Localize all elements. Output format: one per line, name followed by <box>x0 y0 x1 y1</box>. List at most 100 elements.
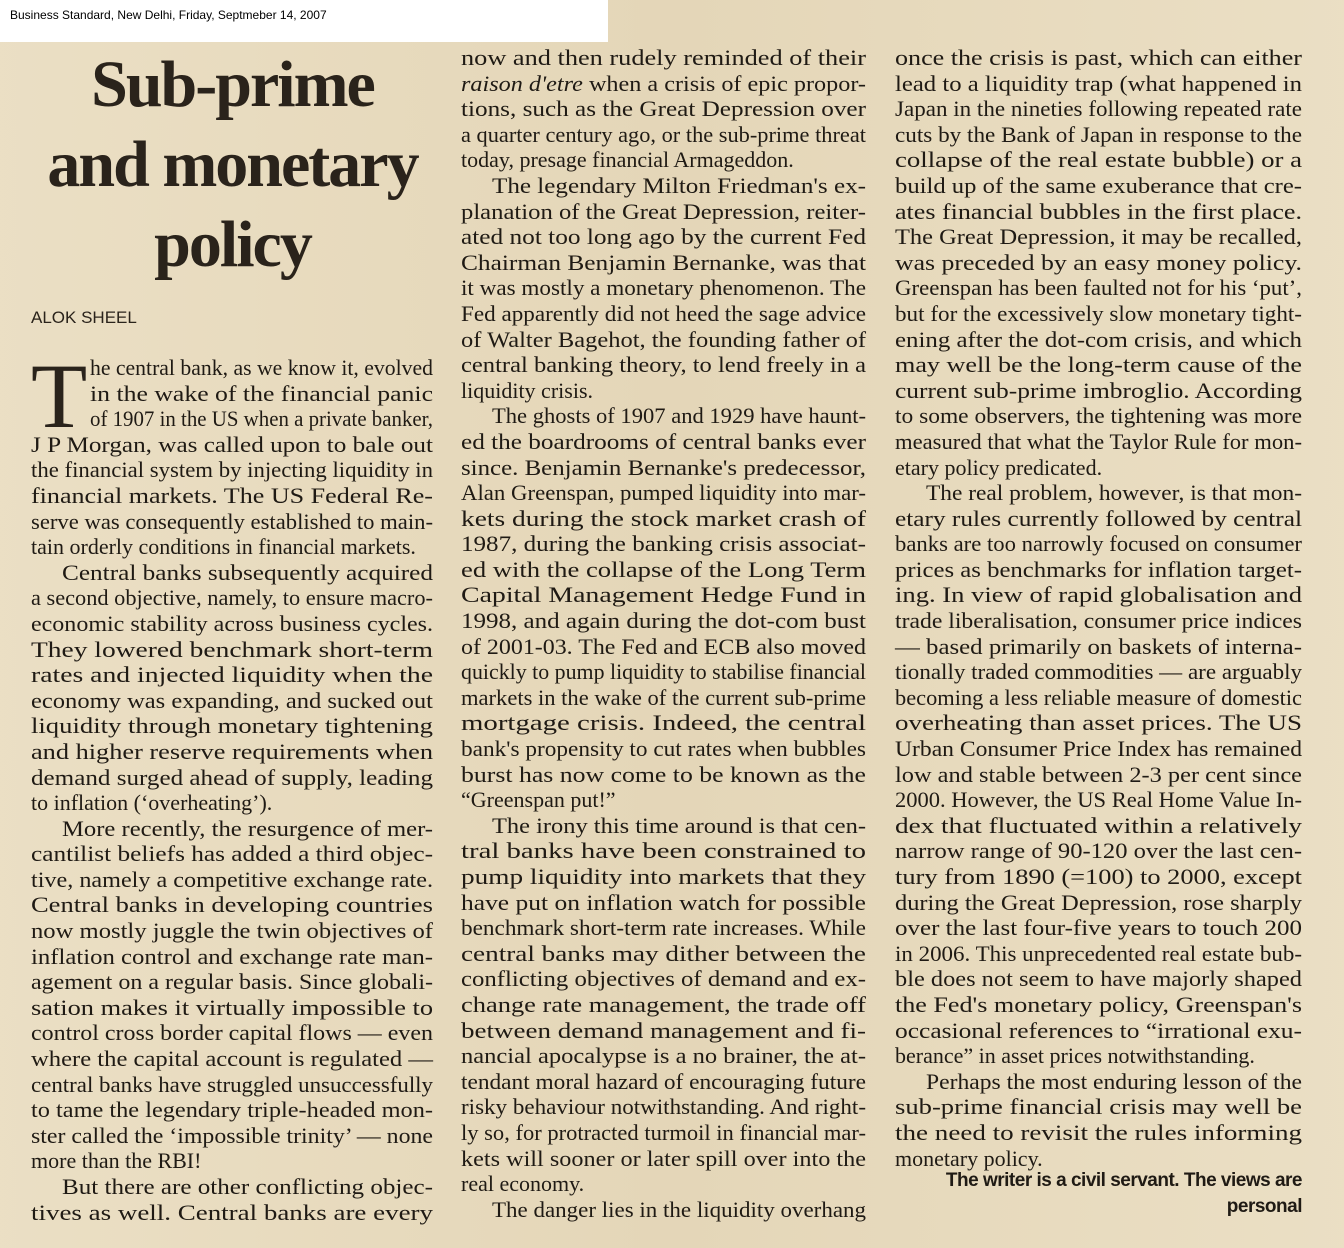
text-line: sub-prime financial crisis may well be <box>895 1094 1302 1120</box>
text-line-content: 2000. However, the US Real Home Value In… <box>895 787 1302 813</box>
author-note: The writer is a civil servant. The views… <box>895 1168 1303 1220</box>
text-line: But there are other conflicting objec- <box>31 1174 433 1200</box>
text-line-content: the financial system by injecting liquid… <box>31 457 433 483</box>
article-title: Sub-prime and monetary policy <box>20 45 445 285</box>
text-line-content: today, presage financial Armageddon. <box>461 147 794 173</box>
text-line: 1998, and again during the dot-com bust <box>461 608 866 634</box>
text-line: They lowered benchmark short-term <box>31 637 433 663</box>
text-line: to some observers, the tightening was mo… <box>895 403 1302 429</box>
text-line-content: ates financial bubbles in the first plac… <box>895 198 1302 224</box>
text-line-content: in 2006. This unprecedented real estate … <box>895 940 1302 966</box>
text-line-content: tionally traded commodities — are arguab… <box>895 659 1302 685</box>
text-line-content: now mostly juggle the twin objectives of <box>31 918 433 944</box>
text-line-content: cuts by the Bank of Japan in response to… <box>895 121 1302 147</box>
text-line-content: but for the excessively slow monetary ti… <box>895 300 1302 326</box>
text-line-content: may well be the long-term cause of the <box>895 352 1302 378</box>
text-line-content: agement on a regular basis. Since global… <box>31 969 433 995</box>
text-line-content: benchmark short-term rate increases. Whi… <box>461 915 866 941</box>
text-line: ated not too long ago by the current Fed <box>461 224 866 250</box>
text-line-content: to some observers, the tightening was mo… <box>895 403 1302 429</box>
text-line: he central bank, as we know it, evolved <box>31 355 433 381</box>
text-line: ates financial bubbles in the first plac… <box>895 199 1302 225</box>
text-line: control cross border capital flows — eve… <box>31 1020 433 1046</box>
text-line-content: markets in the wake of the current sub-p… <box>461 684 866 710</box>
text-line: conflicting objectives of demand and ex- <box>461 966 866 992</box>
text-line: measured that what the Taylor Rule for m… <box>895 429 1302 455</box>
text-line-content: liquidity crisis. <box>461 377 593 403</box>
text-line-content: Alan Greenspan, pumped liquidity into ma… <box>461 480 866 506</box>
text-line: prices as benchmarks for inflation targe… <box>895 557 1302 583</box>
paragraph: once the crisis is past, which can eithe… <box>895 45 1302 480</box>
text-line-content: current sub-prime imbroglio. According <box>895 377 1302 403</box>
text-line: banks are too narrowly focused on consum… <box>895 531 1302 557</box>
text-line-content: the need to revisit the rules informing <box>895 1119 1302 1145</box>
text-line-content: demand surged ahead of supply, leading <box>31 764 433 790</box>
text-line-content: Central banks in developing countries <box>31 892 433 918</box>
source-line: Business Standard, New Delhi, Friday, Se… <box>10 8 327 22</box>
text-line: Chairman Benjamin Bernanke, was that <box>461 250 866 276</box>
text-line-content: narrow range of 90-120 over the last cen… <box>895 838 1302 864</box>
text-line: Alan Greenspan, pumped liquidity into ma… <box>461 480 866 506</box>
text-line: planation of the Great Depression, reite… <box>461 199 866 225</box>
text-line: a quarter century ago, or the sub-prime … <box>461 122 866 148</box>
text-line: burst has now come to be known as the <box>461 762 866 788</box>
text-line-content: berance” in asset prices notwithstanding… <box>895 1043 1255 1069</box>
text-line-content: low and stable between 2-3 per cent sinc… <box>895 761 1302 787</box>
text-line-content: dex that fluctuated within a relatively <box>895 812 1302 838</box>
text-line: financial markets. The US Federal Re- <box>31 483 433 509</box>
text-line: nancial apocalypse is a no brainer, the … <box>461 1043 866 1069</box>
text-line: dex that fluctuated within a relatively <box>895 813 1302 839</box>
text-line: serve was consequently established to ma… <box>31 509 433 535</box>
text-line: kets will sooner or later spill over int… <box>461 1146 866 1172</box>
text-line: raison d'etre when a crisis of epic prop… <box>461 71 866 97</box>
text-line: of Walter Bagehot, the founding father o… <box>461 327 866 353</box>
text-line-content: lead to a liquidity trap (what happened … <box>895 70 1302 96</box>
italic-phrase: raison d'etre <box>461 70 583 96</box>
paragraph: The real problem, however, is that mon-e… <box>895 480 1302 1069</box>
text-line: now and then rudely reminded of their <box>461 45 866 71</box>
paragraph: But there are other conflicting objec-ti… <box>31 1174 433 1225</box>
author-note-line: personal <box>1226 1196 1303 1217</box>
text-line-content: measured that what the Taylor Rule for m… <box>895 428 1302 454</box>
text-line-content: economic stability across business cycle… <box>31 610 433 636</box>
author-note-line: The writer is a civil servant. The views… <box>945 1170 1303 1191</box>
text-line: The legendary Milton Friedman's ex- <box>461 173 866 199</box>
text-line: in 2006. This unprecedented real estate … <box>895 941 1302 967</box>
text-line-content: They lowered benchmark short-term <box>31 636 433 662</box>
text-line: change rate management, the trade off <box>461 992 866 1018</box>
text-line-content: was preceded by an easy money policy. <box>895 249 1302 275</box>
text-line-content: a second objective, namely, to ensure ma… <box>31 585 433 611</box>
text-line-content: risky behaviour notwithstanding. And rig… <box>461 1094 866 1120</box>
text-line: between demand management and fi- <box>461 1018 866 1044</box>
paragraph: The irony this time around is that cen-t… <box>461 813 866 1197</box>
text-line: Perhaps the most enduring lesson of the <box>895 1069 1302 1095</box>
text-line-content: rates and injected liquidity when the <box>31 662 433 688</box>
text-line: quickly to pump liquidity to stabilise f… <box>461 659 866 685</box>
column-2: now and then rudely reminded of their rai… <box>461 45 866 1222</box>
text-line: berance” in asset prices notwithstanding… <box>895 1043 1302 1069</box>
text-line: ble does not seem to have majorly shaped <box>895 966 1302 992</box>
text-line-content: tury from 1890 (=100) to 2000, except <box>895 864 1302 889</box>
text-line: now mostly juggle the twin objectives of <box>31 918 433 944</box>
text-line-content: tive, namely a competitive exchange rate… <box>31 866 433 892</box>
text-line-content: ing. In view of rapid globalisation and <box>895 582 1302 608</box>
text-line-content: The Great Depression, it may be recalled… <box>895 224 1302 250</box>
text-line-content: ening after the dot-com crisis, and whic… <box>895 326 1302 352</box>
text-line-content: financial markets. The US Federal Re- <box>31 482 434 508</box>
text-line-content: tions, such as the Great Depression over <box>461 96 866 122</box>
text-line: since. Benjamin Bernanke's predecessor, <box>461 455 866 481</box>
text-line: Central banks in developing countries <box>31 892 433 918</box>
text-line: tendant moral hazard of encouraging futu… <box>461 1069 866 1095</box>
text-line-content: the Fed's monetary policy, Greenspan's <box>895 991 1302 1017</box>
text-line: tive, namely a competitive exchange rate… <box>31 867 433 893</box>
text-line: The real problem, however, is that mon- <box>895 480 1302 506</box>
text-line-content: The ghosts of 1907 and 1929 have haunt- <box>492 403 866 429</box>
text-line-content: The irony this time around is that cen- <box>492 812 866 838</box>
text-line-content: central banks may dither between the <box>461 940 866 966</box>
text-line: occasional references to “irrational exu… <box>895 1018 1302 1044</box>
text-line: in the wake of the financial panic <box>31 381 433 407</box>
text-line: today, presage financial Armageddon. <box>461 147 866 173</box>
text-line-content: Chairman Benjamin Bernanke, was that <box>461 249 866 275</box>
text-line: tury from 1890 (=100) to 2000, except <box>895 864 1302 890</box>
title-line: Sub-prime <box>91 48 376 121</box>
